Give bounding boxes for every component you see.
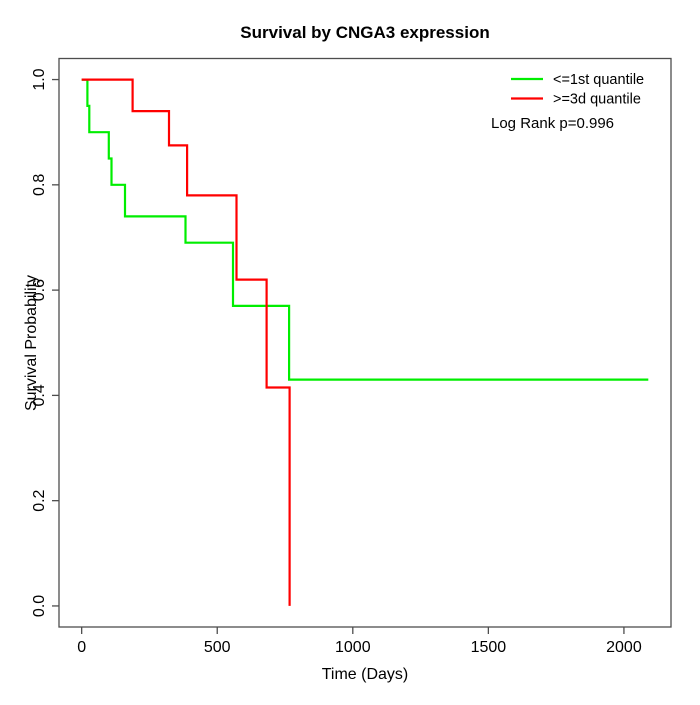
- chart-title: Survival by CNGA3 expression: [240, 23, 489, 42]
- x-tick-label: 500: [204, 639, 231, 656]
- y-tick-label: 0.4: [31, 384, 48, 406]
- y-tick-label: 0.0: [31, 595, 48, 617]
- x-tick-label: 0: [77, 639, 86, 656]
- x-axis: 0 500 1000 1500 2000: [77, 627, 642, 656]
- km-curve-low-expression: [81, 78, 649, 381]
- y-tick-label: 1.0: [31, 68, 48, 90]
- x-tick-label: 1500: [471, 639, 507, 656]
- log-rank-pvalue: Log Rank p=0.996: [491, 115, 614, 132]
- x-tick-label: 1000: [335, 639, 371, 656]
- legend-label-2: >=3d quantile: [553, 92, 641, 108]
- y-axis: 0.0 0.2 0.4 0.6 0.8 1.0: [31, 68, 59, 617]
- x-tick-label: 2000: [606, 639, 642, 656]
- km-curves: [81, 78, 649, 606]
- legend-label-1: <=1st quantile: [553, 72, 644, 88]
- legend: <=1st quantile >=3d quantile: [511, 72, 644, 108]
- x-axis-label: Time (Days): [322, 666, 409, 683]
- y-tick-label: 0.6: [31, 279, 48, 301]
- km-curve-high-expression: [81, 78, 291, 606]
- y-tick-label: 0.2: [31, 489, 48, 511]
- plot-border: [58, 57, 672, 628]
- y-tick-label: 0.8: [31, 174, 48, 196]
- y-axis-label: Survival Probability: [23, 275, 40, 411]
